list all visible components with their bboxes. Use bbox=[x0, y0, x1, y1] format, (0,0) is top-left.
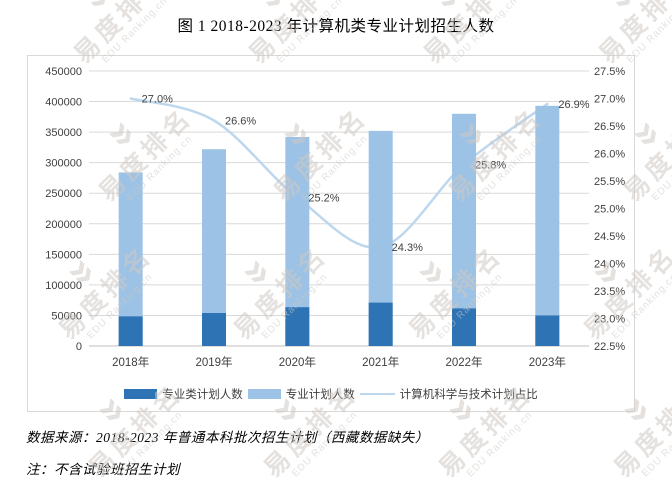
line-data-label: 25.8% bbox=[475, 160, 506, 172]
y-axis-tick-left: 450000 bbox=[45, 66, 82, 78]
bar-dark-2018年 bbox=[118, 316, 143, 346]
y-axis-tick-left: 300000 bbox=[45, 158, 82, 170]
plot-area: 0 50000 100000 150000 200000 250000 300000 3500… bbox=[45, 66, 625, 369]
y-axis-tick-right: 25.0% bbox=[594, 204, 625, 216]
watermark-en-text: EDU Ranking.cn bbox=[649, 133, 672, 204]
y-axis-tick-right: 26.0% bbox=[594, 149, 625, 161]
legend-item-line: 计算机科学与技术计划占比 bbox=[359, 386, 538, 402]
watermark-chevron-icon: » bbox=[75, 0, 125, 19]
watermark-chevron-icon: » bbox=[250, 0, 300, 19]
bar-dark-2020年 bbox=[285, 307, 310, 346]
y-axis-tick-left: 100000 bbox=[45, 280, 82, 292]
legend-swatch-dark-bar bbox=[124, 389, 158, 399]
y-axis-tick-right: 24.5% bbox=[594, 231, 625, 243]
y-axis-tick-left: 400000 bbox=[45, 97, 82, 109]
y-axis-tick-right: 26.5% bbox=[594, 121, 625, 133]
watermark-en-text: EDU Ranking.cn bbox=[639, 409, 672, 480]
y-axis-tick-right: 27.5% bbox=[594, 66, 625, 78]
y-axis-tick-right: 22.5% bbox=[594, 341, 625, 353]
bar-light-2023年 bbox=[535, 105, 560, 346]
line-data-label: 26.6% bbox=[225, 116, 256, 128]
footnote-note: 注：不含试验班招生计划 bbox=[26, 462, 180, 477]
bar-dark-2019年 bbox=[202, 313, 226, 346]
bar-dark-2023年 bbox=[535, 315, 560, 346]
chart-title: 图 1 2018-2023 年计算机类专业计划招生人数 bbox=[177, 18, 495, 35]
legend-item-bar-dark: 专业类计划人数 bbox=[124, 386, 243, 402]
watermark-chevron-icon: » bbox=[600, 0, 650, 19]
x-axis-label: 2019年 bbox=[195, 355, 232, 369]
line-data-label: 27.0% bbox=[142, 94, 173, 106]
bar-light-2022年 bbox=[452, 113, 476, 347]
watermark-chevron-icon: » bbox=[425, 0, 475, 19]
legend-label: 计算机科学与技术计划占比 bbox=[399, 389, 538, 401]
bar-dark-2021年 bbox=[368, 302, 393, 346]
legend-item-bar-light: 专业计划人数 bbox=[247, 386, 355, 402]
x-axis-label: 2018年 bbox=[112, 355, 149, 369]
y-axis-tick-left: 200000 bbox=[45, 219, 82, 231]
y-axis-tick-left: 250000 bbox=[45, 188, 82, 200]
y-axis-tick-right: 27.0% bbox=[594, 94, 625, 106]
line-data-label: 26.9% bbox=[558, 99, 589, 111]
x-axis-label: 2022年 bbox=[445, 355, 482, 369]
legend-swatch-line bbox=[359, 392, 395, 396]
chart-frame: 0 50000 100000 150000 200000 250000 300000 3500… bbox=[27, 55, 635, 412]
x-axis-label: 2023年 bbox=[529, 355, 566, 369]
chart-legend: 专业类计划人数 专业计划人数 计算机科学与技术计划占比 bbox=[28, 386, 634, 402]
bar-light-2018年 bbox=[118, 172, 143, 346]
y-axis-tick-right: 23.0% bbox=[594, 314, 625, 326]
legend-label: 专业类计划人数 bbox=[162, 389, 243, 401]
x-axis-label: 2020年 bbox=[279, 355, 316, 369]
legend-label: 专业计划人数 bbox=[285, 389, 355, 401]
y-axis-tick-right: 24.0% bbox=[594, 259, 625, 271]
x-axis-label: 2021年 bbox=[362, 355, 399, 369]
y-axis-tick-left: 150000 bbox=[45, 249, 82, 261]
line-series-path bbox=[129, 97, 549, 249]
legend-swatch-light-bar bbox=[247, 389, 281, 399]
y-axis-tick-left: 50000 bbox=[51, 310, 82, 322]
y-axis-tick-left: 350000 bbox=[45, 127, 82, 139]
y-axis-tick-left: 0 bbox=[76, 341, 82, 353]
footnote-source: 数据来源：2018-2023 年普通本科批次招生计划（西藏数据缺失） bbox=[26, 430, 429, 445]
line-data-label: 25.2% bbox=[308, 193, 339, 205]
watermark-en-text: EDU Ranking.cn bbox=[464, 409, 535, 480]
bar-dark-2022年 bbox=[452, 308, 476, 346]
watermark-chevron-icon: » bbox=[624, 107, 672, 158]
line-data-label: 24.3% bbox=[392, 242, 423, 254]
y-axis-tick-right: 25.5% bbox=[594, 176, 625, 188]
y-axis-tick-right: 23.5% bbox=[594, 286, 625, 298]
